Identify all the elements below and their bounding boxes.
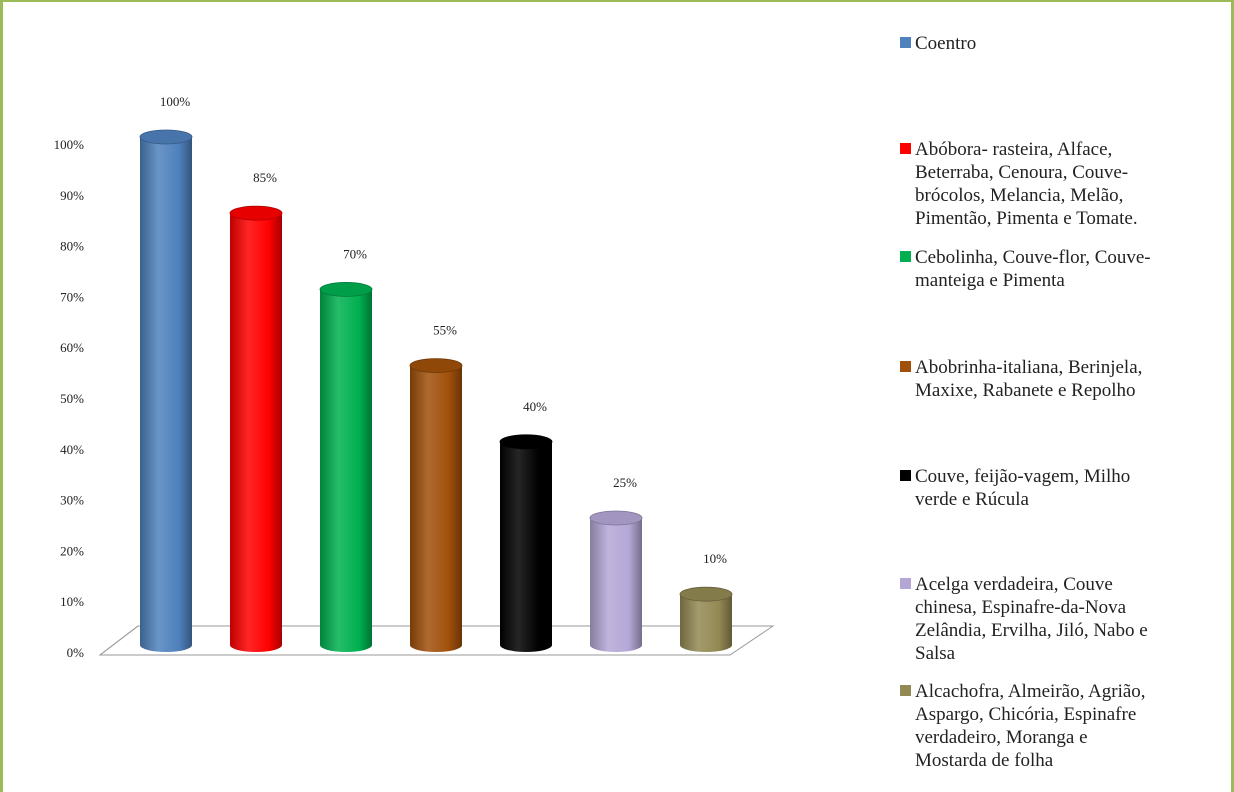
legend-line: Acelga verdadeira, Couve <box>900 573 1220 596</box>
legend-line: Couve, feijão-vagem, Milho <box>900 465 1220 488</box>
legend-text: manteiga e Pimenta <box>915 270 1065 291</box>
legend-swatch <box>900 578 911 589</box>
bar-top <box>499 434 553 450</box>
legend-line: Coentro <box>900 32 1220 55</box>
bar-6 <box>589 510 643 652</box>
legend-line: Beterraba, Cenoura, Couve- <box>900 161 1220 184</box>
legend-text: Pimentão, Pimenta e Tomate. <box>915 208 1138 229</box>
legend-text: Maxixe, Rabanete e Repolho <box>915 380 1136 401</box>
floor-edge <box>99 625 139 656</box>
legend-line: Maxixe, Rabanete e Repolho <box>900 379 1220 402</box>
y-tick-label: 90% <box>60 188 84 203</box>
data-label: 70% <box>343 246 367 261</box>
data-label: 10% <box>703 551 727 566</box>
legend-line: Salsa <box>900 642 1220 665</box>
legend-item-6: Acelga verdadeira, Couve chinesa, Espinaf… <box>900 573 1220 665</box>
y-tick-label: 0% <box>67 645 85 660</box>
legend-line: verdadeiro, Moranga e <box>900 726 1220 749</box>
legend-text: Beterraba, Cenoura, Couve- <box>915 162 1129 183</box>
legend-text: Zelândia, Ervilha, Jiló, Nabo e <box>915 620 1148 641</box>
legend-text: verde e Rúcula <box>915 489 1029 510</box>
chart-floor <box>98 625 775 656</box>
data-labels: 100% 85% 70% 55% 40% 25% 10% <box>160 94 727 566</box>
legend-swatch <box>900 37 911 48</box>
y-tick-label: 100% <box>54 137 85 152</box>
data-label: 85% <box>253 170 277 185</box>
legend-line: Abóbora- rasteira, Alface, <box>900 138 1220 161</box>
legend-line: Abobrinha-italiana, Berinjela, <box>900 356 1220 379</box>
y-tick-label: 40% <box>60 442 84 457</box>
bar-body <box>410 365 462 652</box>
data-label: 25% <box>613 475 637 490</box>
y-axis-ticks: 0% 10% 20% 30% 40% 50% 60% 70% 80% 90% 100% <box>54 137 85 660</box>
legend-line: verde e Rúcula <box>900 488 1220 511</box>
legend-text: Cebolinha, Couve-flor, Couve- <box>915 247 1151 268</box>
y-tick-label: 60% <box>60 340 84 355</box>
legend-line: Cebolinha, Couve-flor, Couve- <box>900 246 1220 269</box>
legend-item-1: Coentro <box>900 32 1220 55</box>
bar-1 <box>139 129 193 652</box>
legend-text: Salsa <box>915 643 956 664</box>
bar-chart: 0% 10% 20% 30% 40% 50% 60% 70% 80% 90% 100% 100% 85… <box>54 94 775 660</box>
legend-text: Couve, feijão-vagem, Milho <box>915 466 1131 487</box>
bar-7 <box>679 586 733 652</box>
data-label: 100% <box>160 94 191 109</box>
bar-body <box>230 213 282 652</box>
legend-text: brócolos, Melancia, Melão, <box>915 185 1124 206</box>
legend-text: Acelga verdadeira, Couve <box>915 574 1113 595</box>
bar-body <box>140 137 192 652</box>
data-label: 40% <box>523 399 547 414</box>
bar-body <box>500 441 552 652</box>
legend-item-2: Abóbora- rasteira, Alface, Beterraba, Cen… <box>900 138 1220 230</box>
legend-line: Aspargo, Chicória, Espinafre <box>900 703 1220 726</box>
legend-text: Aspargo, Chicória, Espinafre <box>915 704 1137 725</box>
legend-line: Mostarda de folha <box>900 749 1220 772</box>
bar-top <box>319 281 373 297</box>
y-tick-label: 20% <box>60 543 84 558</box>
legend-swatch <box>900 470 911 481</box>
legend: Coentro Abóbora- rasteira, Alface, Beterra… <box>900 0 1234 792</box>
legend-item-3: Cebolinha, Couve-flor, Couve-manteiga e … <box>900 246 1220 292</box>
bars <box>139 129 733 652</box>
legend-text: Alcachofra, Almeirão, Agrião, <box>915 681 1146 702</box>
bar-4 <box>409 358 463 652</box>
legend-item-7: Alcachofra, Almeirão, Agrião, Aspargo, Ch… <box>900 680 1220 772</box>
legend-item-4: Abobrinha-italiana, Berinjela, Maxixe, Ra… <box>900 356 1220 402</box>
legend-line: Pimentão, Pimenta e Tomate. <box>900 207 1220 230</box>
bar-body <box>590 518 642 652</box>
legend-swatch <box>900 143 911 154</box>
y-tick-label: 50% <box>60 391 84 406</box>
legend-line: Zelândia, Ervilha, Jiló, Nabo e <box>900 619 1220 642</box>
bar-top <box>679 586 733 602</box>
bar-body <box>320 289 372 652</box>
y-tick-label: 30% <box>60 493 84 508</box>
legend-text: verdadeiro, Moranga e <box>915 727 1088 748</box>
bar-top <box>139 129 193 145</box>
bar-top <box>229 205 283 221</box>
bar-top <box>589 510 643 526</box>
bar-5 <box>499 434 553 652</box>
legend-text: chinesa, Espinafre-da-Nova <box>915 597 1127 618</box>
data-label: 55% <box>433 323 457 338</box>
bar-body <box>680 594 732 652</box>
bar-2 <box>229 205 283 652</box>
legend-swatch <box>900 251 911 262</box>
legend-item-5: Couve, feijão-vagem, Milho verde e Rúcula <box>900 465 1220 511</box>
legend-swatch <box>900 685 911 696</box>
y-tick-label: 10% <box>60 594 84 609</box>
legend-text: Coentro <box>915 33 977 54</box>
legend-line: Alcachofra, Almeirão, Agrião, <box>900 680 1220 703</box>
y-tick-label: 70% <box>60 289 84 304</box>
legend-text: Mostarda de folha <box>915 750 1054 771</box>
legend-line: chinesa, Espinafre-da-Nova <box>900 596 1220 619</box>
legend-text: Abobrinha-italiana, Berinjela, <box>915 357 1143 378</box>
y-tick-label: 80% <box>60 239 84 254</box>
bar-top <box>409 358 463 374</box>
legend-line: brócolos, Melancia, Melão, <box>900 184 1220 207</box>
legend-swatch <box>900 361 911 372</box>
legend-line: manteiga e Pimenta <box>900 269 1220 292</box>
bar-3 <box>319 281 373 652</box>
legend-text: Abóbora- rasteira, Alface, <box>915 139 1113 160</box>
